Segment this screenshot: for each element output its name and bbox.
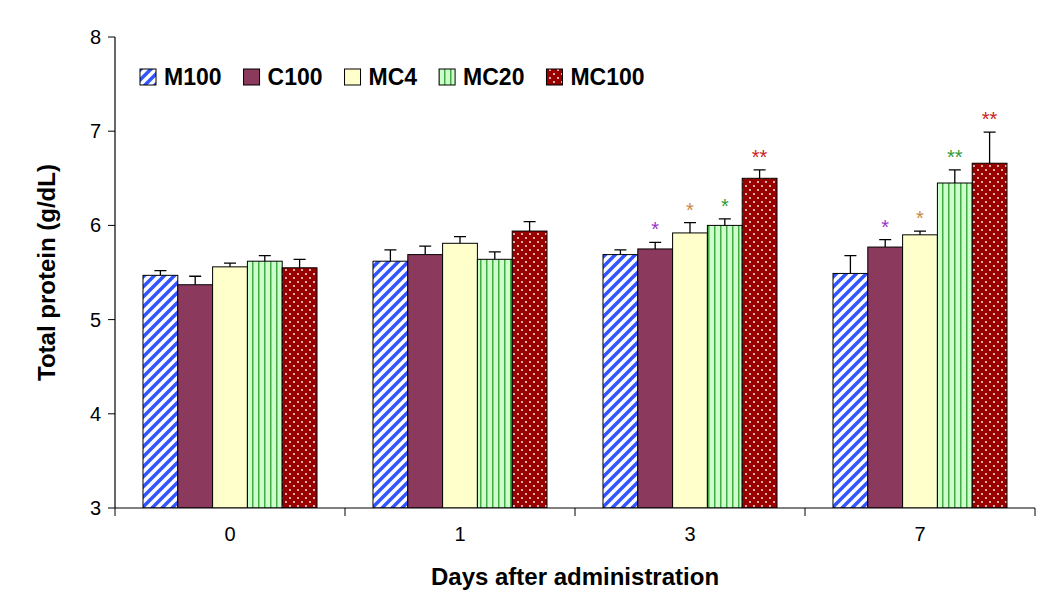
bar bbox=[868, 247, 903, 508]
annotations: *********** bbox=[651, 108, 997, 240]
significance: ** bbox=[752, 146, 768, 168]
bar bbox=[443, 243, 478, 508]
significance: * bbox=[721, 195, 729, 217]
y-tick bbox=[108, 508, 115, 509]
significance: * bbox=[881, 216, 889, 238]
error-bar bbox=[524, 222, 536, 231]
error-bar bbox=[189, 276, 201, 284]
y-tick-label: 3 bbox=[90, 497, 101, 519]
error-bar bbox=[754, 170, 766, 178]
x-tick-label: 7 bbox=[914, 523, 925, 545]
significance: * bbox=[686, 199, 694, 221]
legend-swatch bbox=[140, 69, 156, 85]
error-bar bbox=[419, 246, 431, 254]
x-axis-title: Days after administration bbox=[431, 563, 719, 590]
legend-swatch bbox=[244, 69, 260, 85]
y-axis bbox=[114, 37, 115, 508]
error-bar bbox=[649, 242, 661, 249]
x-tick-label: 1 bbox=[454, 523, 465, 545]
bar bbox=[903, 235, 938, 508]
legend-label: M100 bbox=[164, 64, 222, 90]
legend-label: MC4 bbox=[369, 64, 418, 90]
error-bar bbox=[949, 170, 961, 183]
legend: M100 C100 MC4 MC20 MC100 bbox=[140, 64, 645, 90]
bar bbox=[833, 273, 868, 508]
x-tick-label: 0 bbox=[224, 523, 235, 545]
y-tick bbox=[108, 319, 115, 320]
legend-swatch bbox=[345, 69, 361, 85]
error-bar bbox=[844, 256, 856, 274]
y-axis-title: Total protein (g/dL) bbox=[33, 164, 60, 381]
legend-swatch bbox=[439, 69, 455, 85]
error-bar bbox=[259, 256, 271, 262]
error-bar bbox=[489, 252, 501, 260]
bar bbox=[673, 233, 708, 508]
legend-label: C100 bbox=[268, 64, 323, 90]
bar bbox=[282, 268, 317, 508]
error-bar bbox=[719, 219, 731, 226]
error-bar bbox=[224, 263, 236, 267]
bar bbox=[512, 231, 547, 508]
x-axis bbox=[115, 507, 1035, 508]
bars bbox=[143, 132, 1007, 508]
bar bbox=[937, 183, 972, 508]
bar bbox=[143, 275, 178, 508]
legend-swatch bbox=[546, 69, 562, 85]
bar bbox=[638, 249, 673, 508]
y-tick bbox=[108, 131, 115, 132]
bar bbox=[247, 261, 282, 508]
error-bar bbox=[984, 132, 996, 163]
y-tick-label: 6 bbox=[90, 214, 101, 236]
error-bar bbox=[154, 271, 166, 276]
x-tick bbox=[575, 508, 576, 516]
bar bbox=[603, 255, 638, 508]
error-bar bbox=[914, 231, 926, 235]
legend-label: MC100 bbox=[570, 64, 644, 90]
significance: * bbox=[651, 218, 659, 240]
y-tick-label: 7 bbox=[90, 120, 101, 142]
error-bar bbox=[879, 240, 891, 248]
error-bar bbox=[614, 250, 626, 255]
bar bbox=[972, 163, 1007, 508]
error-bar bbox=[454, 237, 466, 244]
error-bar bbox=[294, 259, 306, 267]
bar bbox=[213, 267, 248, 508]
significance: * bbox=[916, 207, 924, 229]
y-tick bbox=[108, 37, 115, 38]
x-tick-label: 3 bbox=[684, 523, 695, 545]
y-tick-label: 5 bbox=[90, 309, 101, 331]
significance: ** bbox=[982, 108, 998, 130]
bar bbox=[477, 259, 512, 508]
bar bbox=[373, 261, 408, 508]
y-tick bbox=[108, 225, 115, 226]
chart: 345678***********0137Days after administ… bbox=[0, 0, 1061, 594]
x-tick bbox=[1035, 508, 1036, 516]
bar bbox=[408, 255, 443, 508]
bar bbox=[707, 225, 742, 508]
bar bbox=[178, 285, 213, 508]
x-tick bbox=[805, 508, 806, 516]
error-bar bbox=[384, 250, 396, 261]
error-bar bbox=[684, 223, 696, 233]
y-tick bbox=[108, 413, 115, 414]
significance: ** bbox=[947, 146, 963, 168]
x-tick bbox=[345, 508, 346, 516]
bar bbox=[742, 178, 777, 508]
x-tick bbox=[115, 508, 116, 516]
y-tick-label: 8 bbox=[90, 26, 101, 48]
legend-label: MC20 bbox=[463, 64, 524, 90]
y-tick-label: 4 bbox=[90, 403, 101, 425]
